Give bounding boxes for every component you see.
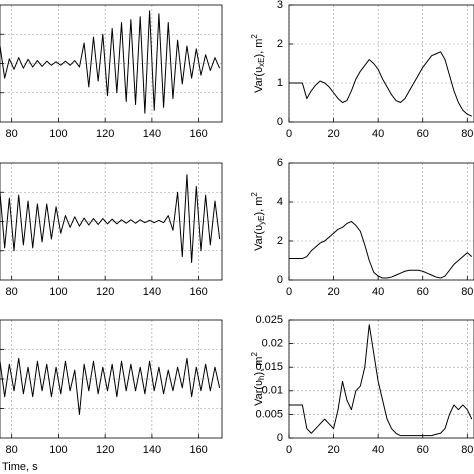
- data-line: [289, 221, 473, 279]
- x-tick-label: 60: [417, 286, 429, 298]
- x-tick-label: 0: [286, 444, 292, 456]
- x-tick-label: 140: [143, 286, 161, 298]
- y-label-sub: yE: [257, 216, 266, 225]
- y-axis-label: Var(υxE), m2: [250, 34, 266, 93]
- x-tick-label: 160: [189, 286, 207, 298]
- y-tick-label: 0.005: [255, 408, 283, 420]
- x-axis-label: Time, s: [2, 461, 38, 473]
- x-tick-label: 0: [286, 128, 292, 140]
- x-tick-label: 20: [327, 444, 339, 456]
- y-tick-label: 2: [277, 235, 283, 247]
- y-tick-label: 2: [277, 38, 283, 50]
- data-line: [0, 357, 221, 415]
- x-tick-label: 40: [372, 444, 384, 456]
- data-line: [0, 10, 221, 114]
- axes-frame: [288, 4, 474, 123]
- axes-frame: [0, 4, 223, 123]
- y-tick-label: 0: [277, 432, 283, 444]
- y-tick-label: 4: [277, 196, 283, 208]
- x-tick-label: 80: [6, 128, 18, 140]
- y-label-text: Var(υ: [253, 225, 265, 251]
- data-line: [0, 174, 221, 263]
- x-tick-label: 140: [143, 128, 161, 140]
- y-axis-label: Var(υh), m2: [250, 352, 266, 406]
- y-tick-label: 3: [277, 0, 283, 11]
- y-tick-label: 0.025: [255, 314, 283, 326]
- x-tick-label: 100: [49, 128, 67, 140]
- axes-frame: [288, 319, 474, 439]
- y-tick-label: 1: [277, 77, 283, 89]
- data-line: [289, 324, 473, 437]
- y-tick-label: 0.01: [262, 385, 283, 397]
- x-tick-label: 80: [461, 128, 473, 140]
- x-tick-label: 0: [286, 286, 292, 298]
- y-label-sub: xE: [257, 58, 266, 67]
- x-tick-label: 40: [372, 286, 384, 298]
- x-tick-label: 80: [6, 286, 18, 298]
- axes-frame: [288, 162, 474, 281]
- y-tick-label: 0.02: [262, 338, 283, 350]
- y-label-sub: h: [257, 375, 266, 379]
- y-label-text: Var(υ: [253, 380, 265, 406]
- y-tick-label: 0.015: [255, 361, 283, 373]
- y-label-rest: ), m: [253, 39, 265, 58]
- y-label-sup: 2: [250, 192, 259, 197]
- axes-frame: [0, 319, 223, 439]
- x-tick-label: 100: [49, 444, 67, 456]
- data-line: [289, 51, 472, 117]
- x-tick-label: 20: [327, 286, 339, 298]
- x-tick-label: 80: [461, 286, 473, 298]
- x-tick-label: 60: [417, 128, 429, 140]
- x-tick-label: 100: [49, 286, 67, 298]
- x-tick-label: 120: [96, 286, 114, 298]
- y-label-rest: ), m: [253, 197, 265, 216]
- y-tick-label: 6: [277, 157, 283, 169]
- y-tick-label: 0: [277, 274, 283, 286]
- x-tick-label: 40: [372, 128, 384, 140]
- y-label-text: Var(υ: [253, 67, 265, 93]
- x-tick-label: 60: [417, 444, 429, 456]
- x-tick-label: 160: [189, 128, 207, 140]
- y-axis-label: Var(υyE), m2: [250, 192, 266, 251]
- y-label-sup: 2: [250, 352, 259, 357]
- x-tick-label: 80: [6, 444, 18, 456]
- x-tick-label: 120: [96, 444, 114, 456]
- axes-frame: [0, 162, 223, 281]
- x-tick-label: 20: [327, 128, 339, 140]
- y-label-sup: 2: [250, 34, 259, 39]
- x-tick-label: 160: [189, 444, 207, 456]
- x-tick-label: 140: [143, 444, 161, 456]
- x-tick-label: 80: [461, 444, 473, 456]
- y-label-rest: ), m: [253, 357, 265, 376]
- x-tick-label: 120: [96, 128, 114, 140]
- y-tick-label: 0: [277, 116, 283, 128]
